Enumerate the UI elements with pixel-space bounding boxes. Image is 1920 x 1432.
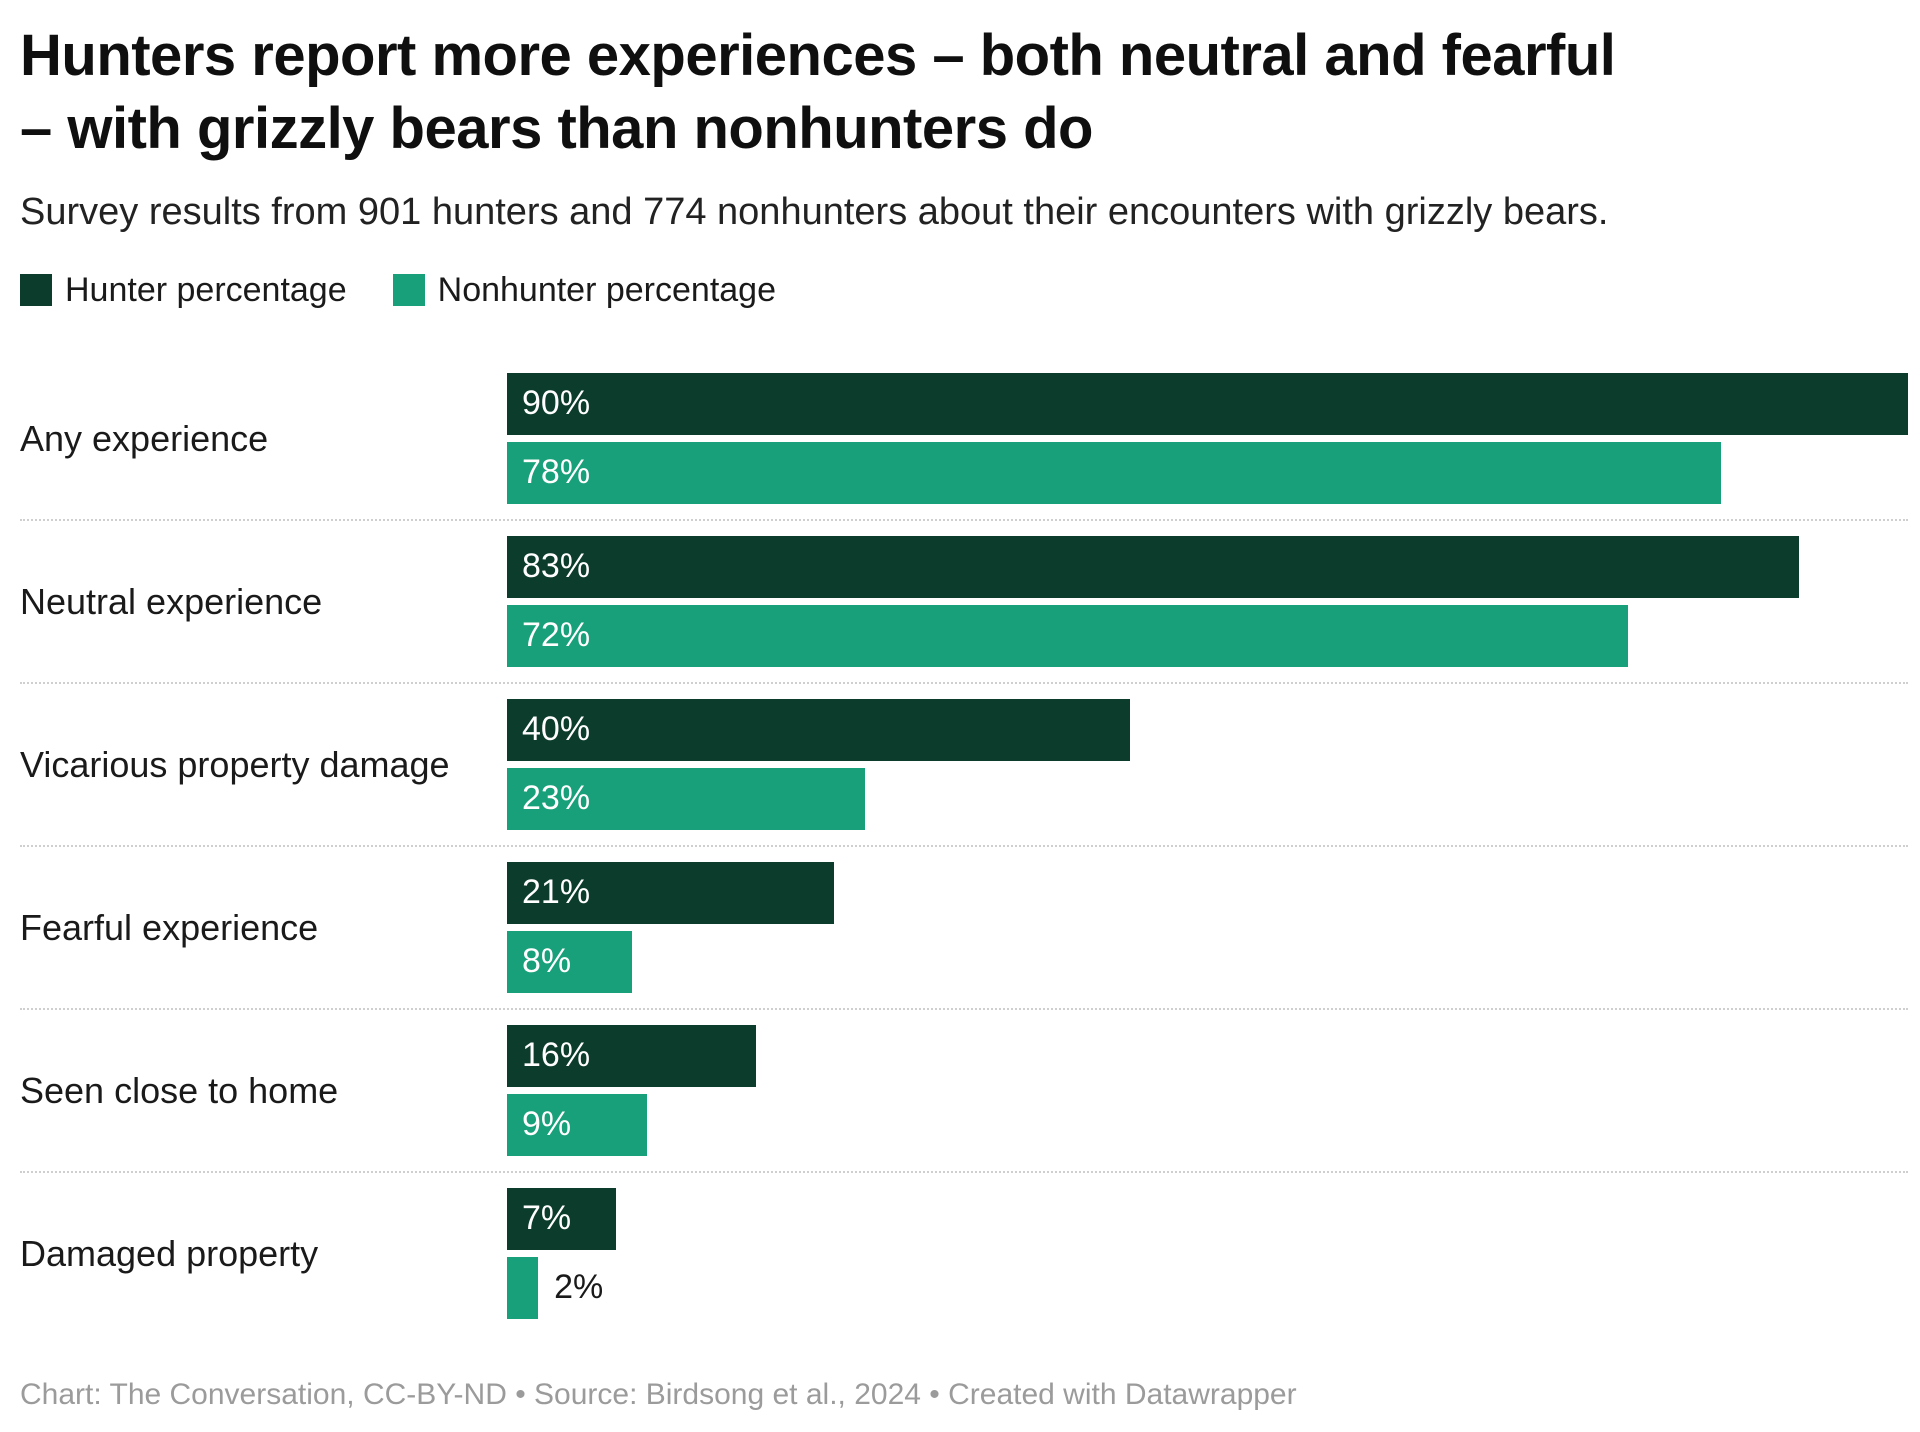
hunter-value-label: 83% [522, 547, 591, 586]
nonhunter-value-label: 78% [522, 453, 591, 492]
nonhunter-bar: 2% [507, 1256, 603, 1319]
hunter-value-label: 7% [522, 1199, 572, 1238]
bar-pair: 21% 8% [507, 861, 1908, 993]
chart-footer: Chart: The Conversation, CC-BY-ND • Sour… [20, 1378, 1297, 1411]
hunter-swatch-icon [20, 274, 52, 307]
chart-row: Damaged property 7% 2% [20, 1173, 1908, 1334]
legend: Hunter percentage Nonhunter percentage [20, 271, 1908, 310]
hunter-bar: 7% [507, 1187, 616, 1250]
hunter-value-label: 21% [522, 873, 591, 912]
hunter-bar: 16% [507, 1024, 757, 1087]
chart-row: Fearful experience 21% 8% [20, 847, 1908, 1010]
category-label: Vicarious property damage [20, 743, 450, 785]
category-label: Damaged property [20, 1232, 319, 1274]
nonhunter-value-label: 8% [522, 942, 572, 981]
hunter-value-label: 16% [522, 1036, 591, 1075]
legend-item-nonhunter: Nonhunter percentage [392, 270, 776, 310]
chart-row: Seen close to home 16% 9% [20, 1010, 1908, 1173]
chart-row: Vicarious property damage 40% 23% [20, 684, 1908, 847]
nonhunter-value-label: 2% [554, 1268, 604, 1307]
hunter-bar: 21% [507, 861, 834, 924]
nonhunter-value-label: 23% [522, 779, 591, 818]
hunter-bar: 40% [507, 698, 1130, 761]
hunter-value-label: 40% [522, 710, 591, 749]
chart-title-line-1: Hunters report more experiences – both n… [20, 23, 1616, 88]
bar-pair: 40% 23% [507, 698, 1908, 830]
hunter-bar: 90% [507, 372, 1908, 435]
bar-pair: 90% 78% [507, 372, 1908, 504]
hunter-value-label: 90% [522, 384, 591, 423]
bar-pair: 16% 9% [507, 1024, 1908, 1156]
category-label: Neutral experience [20, 580, 323, 622]
category-label: Fearful experience [20, 906, 319, 948]
category-label: Any experience [20, 417, 269, 459]
bar-pair: 83% 72% [507, 535, 1908, 667]
chart-title-line-2: – with grizzly bears than nonhunters do [20, 95, 1093, 161]
nonhunter-value-label: 9% [522, 1105, 572, 1144]
nonhunter-bar: 78% [507, 441, 1722, 504]
chart-row: Neutral experience 83% 72% [20, 521, 1908, 684]
category-label: Seen close to home [20, 1069, 339, 1111]
legend-label-nonhunter: Nonhunter percentage [437, 270, 776, 309]
nonhunter-swatch-icon [392, 274, 425, 307]
legend-label-hunter: Hunter percentage [65, 270, 347, 309]
nonhunter-value-label: 72% [522, 616, 591, 655]
nonhunter-bar: 23% [507, 767, 866, 830]
hunter-bar: 83% [507, 535, 1800, 598]
nonhunter-bar: 9% [507, 1093, 648, 1156]
chart-subtitle: Survey results from 901 hunters and 774 … [20, 191, 1609, 233]
nonhunter-bar: 8% [507, 930, 632, 993]
chart-row: Any experience 90% 78% [20, 358, 1908, 521]
chart-area: Any experience 90% 78% Neutral experienc… [20, 358, 1908, 1334]
chart-title: Hunters report more experiences – both n… [20, 20, 1908, 165]
nonhunter-bar: 72% [507, 604, 1628, 667]
bar-pair: 7% 2% [507, 1187, 1908, 1319]
legend-item-hunter: Hunter percentage [20, 271, 347, 310]
